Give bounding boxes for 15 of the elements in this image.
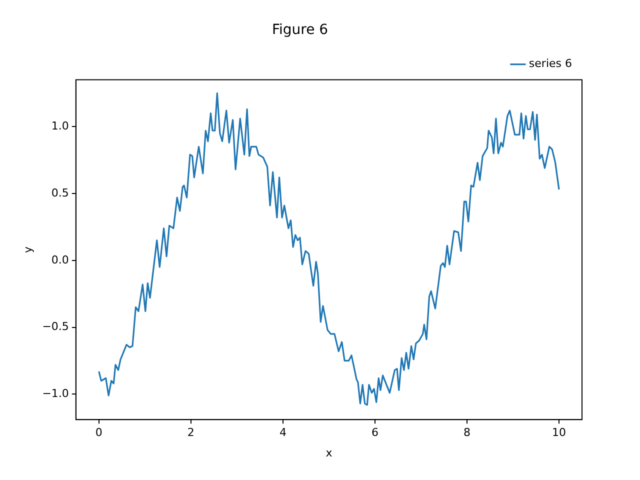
x-axis-title: x — [326, 446, 333, 460]
legend-label: series 6 — [528, 57, 572, 70]
x-tick-label: 8 — [463, 426, 470, 440]
x-tick-label: 6 — [371, 426, 378, 440]
x-tick-label: 2 — [187, 426, 194, 440]
y-tick-label: 1.0 — [51, 119, 69, 132]
x-tick-label: 10 — [552, 426, 566, 440]
y-tick-label: 0.0 — [51, 253, 69, 266]
y-tick-label: 0.5 — [51, 186, 69, 200]
y-tick-label: −1.0 — [42, 387, 69, 400]
x-tick-label: 4 — [279, 426, 286, 440]
x-tick-label: 0 — [95, 426, 102, 440]
y-tick-label: −0.5 — [42, 320, 69, 334]
y-axis-title: y — [21, 246, 34, 253]
chart-title: Figure 6 — [272, 22, 328, 38]
